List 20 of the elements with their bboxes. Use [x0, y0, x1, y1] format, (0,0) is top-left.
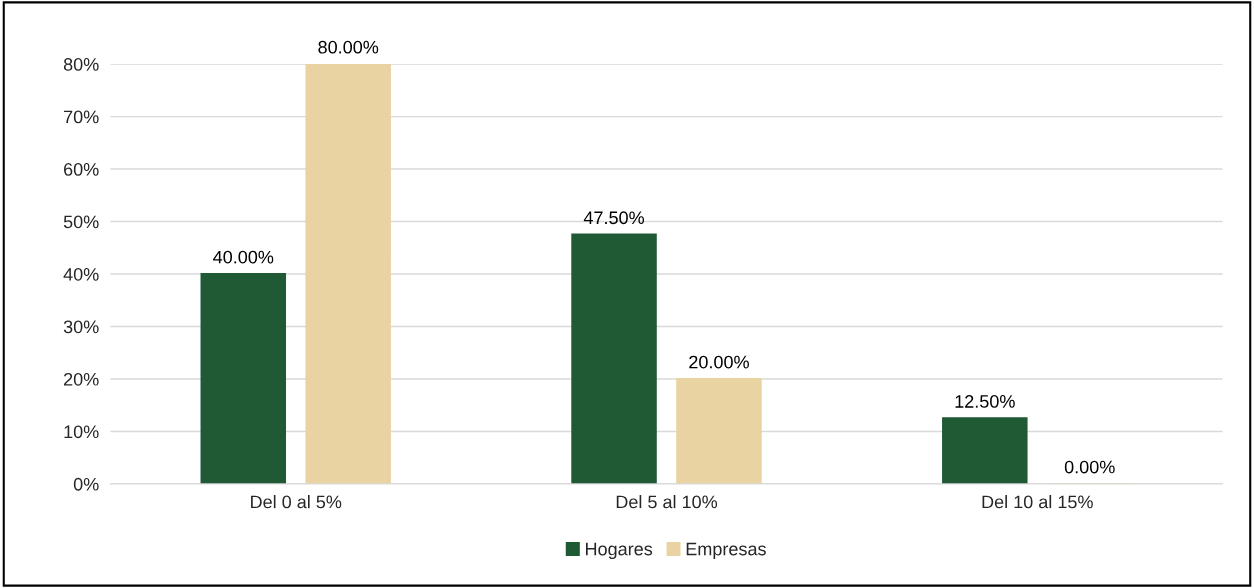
- y-tick-label: 70%: [64, 110, 99, 124]
- y-tick-label: 80%: [63, 58, 99, 71]
- x-tick-label: Del 10 al 15%: [982, 495, 1093, 509]
- legend-label: Empresas: [686, 542, 766, 559]
- data-label: 0.00%: [1064, 460, 1115, 474]
- y-tick-label: 20%: [64, 372, 99, 386]
- legend-label: Hogares: [586, 542, 653, 559]
- y-tick-label: 50%: [63, 215, 99, 229]
- data-label: 47.50%: [583, 211, 645, 225]
- data-label: 40.00%: [213, 250, 274, 264]
- y-tick-label: 30%: [63, 320, 99, 334]
- x-tick-label: Del 0 al 5%: [251, 495, 342, 509]
- data-label: 20.00%: [689, 355, 749, 369]
- data-label: 80.00%: [318, 40, 379, 54]
- y-tick-label: 40%: [63, 267, 99, 281]
- y-tick-label: 0%: [73, 477, 99, 491]
- y-tick-label: 60%: [64, 162, 99, 176]
- x-tick-label: Del 5 al 10%: [616, 495, 718, 509]
- y-tick-label: 10%: [64, 425, 99, 439]
- data-label: 12.50%: [955, 395, 1015, 408]
